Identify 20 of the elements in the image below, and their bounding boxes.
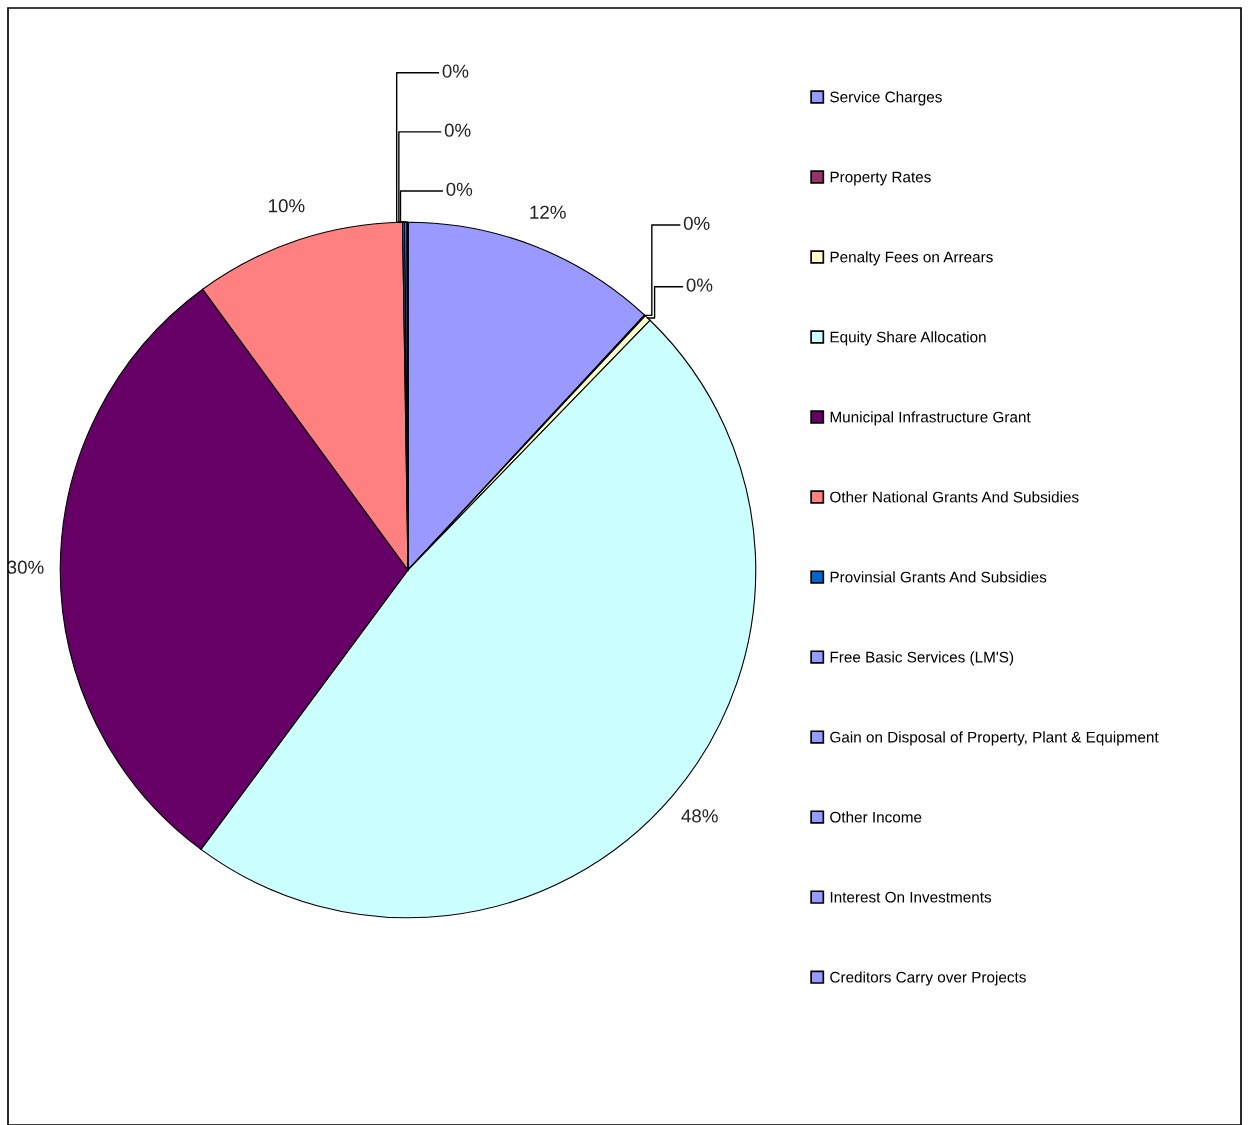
legend-label: Other Income	[830, 811, 922, 823]
legend-label: Service Charges	[830, 91, 942, 106]
legend-label: Creditors Carry over Projects	[830, 971, 1026, 986]
data-label: 48%	[681, 809, 718, 823]
legend-label: Penalty Fees on Arrears	[830, 251, 993, 266]
data-label: 0%	[442, 64, 469, 78]
legend-label: Interest On Investments	[830, 891, 992, 903]
legend-label: Other National Grants And Subsidies	[830, 491, 1079, 503]
legend-label: Gain on Disposal of Property, Plant & Equipment	[830, 731, 1159, 746]
legend-label: Free Basic Services (LM'S)	[830, 651, 1014, 666]
data-label: 10%	[269, 199, 305, 213]
data-label: 12%	[530, 205, 566, 219]
data-label: 0%	[683, 216, 710, 230]
legend-label: Property Rates	[830, 171, 931, 186]
data-label: 0%	[686, 278, 713, 292]
data-label: 0%	[446, 182, 473, 196]
data-label: 0%	[444, 123, 471, 137]
legend-label: Municipal Infrastructure Grant	[830, 411, 1031, 426]
legend-label: Equity Share Allocation	[830, 331, 986, 346]
legend-label: Provinsial Grants And Subsidies	[830, 571, 1047, 583]
